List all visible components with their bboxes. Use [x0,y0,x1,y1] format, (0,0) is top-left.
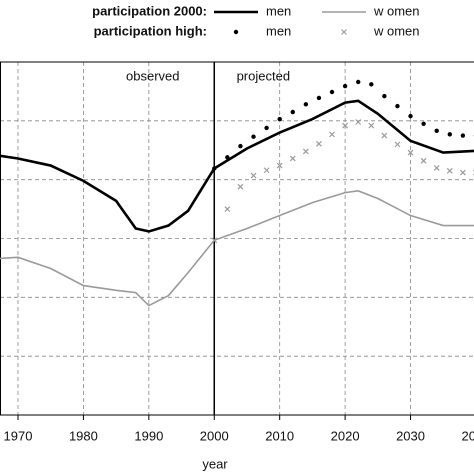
x-tick-label: 1980 [69,428,98,443]
marker [289,155,296,162]
x-tick-label: 1990 [134,428,163,443]
legend-label: w omen [373,3,420,18]
marker [342,122,349,129]
marker [302,148,309,155]
marker [460,133,466,138]
x-tick-label: 2000 [200,428,229,443]
x-tick-label: 1970 [4,428,33,443]
marker [355,119,362,125]
annotation: projected [237,68,290,83]
marker [290,109,295,115]
marker [277,116,282,122]
legend-group-label: participation high: [94,23,207,38]
marker [225,155,230,160]
x-axis-label: year [202,456,228,471]
legend-item: men [214,3,291,18]
annotation: observed [126,68,179,83]
marker [408,113,413,119]
marker [355,79,361,85]
marker [407,149,414,156]
marker [264,125,269,131]
marker [421,121,426,126]
marker [368,122,375,129]
marker [394,141,401,148]
legend-label: w omen [373,23,420,38]
marker [382,93,387,99]
marker [433,164,440,171]
line [0,190,474,307]
marker [342,83,348,89]
marker [420,157,427,164]
marker [395,103,400,109]
marker [238,143,243,149]
marker [459,169,466,176]
legend-swatch [233,29,239,35]
marker [303,102,309,107]
legend-label: men [266,23,291,38]
marker [276,162,283,169]
legend-item: w omen [322,3,420,18]
marker [251,134,256,139]
marker [224,206,231,213]
marker [329,131,335,138]
marker [250,172,257,179]
marker [434,128,439,134]
marker [237,183,244,190]
x-tick-label: 2030 [396,428,425,443]
marker [316,140,322,147]
marker [381,132,388,139]
x-tick-label: 2040 [462,428,474,443]
marker [447,132,452,137]
legend-item: w omen [341,23,420,38]
legend-label: men [266,3,291,18]
legend-item: men [233,23,291,38]
marker [212,166,217,171]
marker [341,29,347,35]
marker [369,82,374,87]
x-tick-label: 2020 [331,428,360,443]
marker [316,95,322,101]
x-tick-label: 2010 [265,428,294,443]
marker [446,167,453,174]
marker [211,237,218,244]
marker [329,89,335,95]
legend-group-label: participation 2000: [92,3,207,18]
marker [263,167,270,174]
